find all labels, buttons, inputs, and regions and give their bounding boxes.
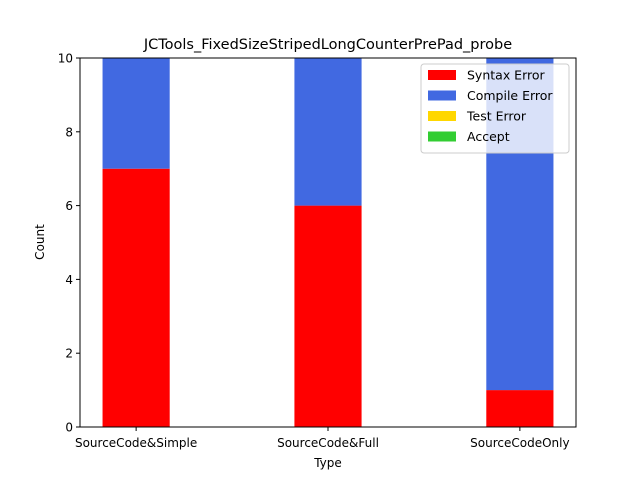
legend-label-test-error: Test Error <box>466 109 527 124</box>
legend-swatch-syntax-error <box>428 70 456 80</box>
y-tick-label: 4 <box>65 273 73 287</box>
legend-items: Syntax Error Compile Error Test Error Accep… <box>428 68 553 144</box>
legend-label-compile-error: Compile Error <box>467 88 553 103</box>
y-axis: 0 2 4 6 8 10 <box>58 52 80 435</box>
x-tick-label: SourceCode&Simple <box>75 436 197 450</box>
x-tick-label: SourceCodeOnly <box>470 436 569 450</box>
y-tick-label: 6 <box>65 199 73 213</box>
bar-compile-error-0 <box>102 58 170 169</box>
legend-label-syntax-error: Syntax Error <box>467 68 546 83</box>
bar-syntax-error-1 <box>294 205 362 427</box>
x-axis-label: Type <box>313 456 342 470</box>
x-tick-label: SourceCode&Full <box>277 436 379 450</box>
bar-compile-error-1 <box>294 58 362 206</box>
y-tick-label: 0 <box>65 421 73 435</box>
y-axis-label: Count <box>33 224 47 260</box>
x-axis: SourceCode&Simple SourceCode&Full SourceCo… <box>75 427 570 450</box>
y-tick-label: 2 <box>65 347 73 361</box>
y-tick-label: 8 <box>65 125 73 139</box>
bar-syntax-error-2 <box>486 390 554 427</box>
bar-syntax-error-0 <box>102 168 170 427</box>
legend-swatch-test-error <box>428 111 456 121</box>
chart-title: JCTools_FixedSizeStripedLongCounterPrePa… <box>143 37 512 53</box>
legend-frame <box>420 63 570 154</box>
y-tick-label: 10 <box>58 52 73 66</box>
legend-label-accept: Accept <box>467 129 510 144</box>
legend: Syntax Error Compile Error Test Error Accep… <box>420 63 570 154</box>
legend-swatch-compile-error <box>428 90 456 101</box>
legend-swatch-accept <box>428 131 456 142</box>
